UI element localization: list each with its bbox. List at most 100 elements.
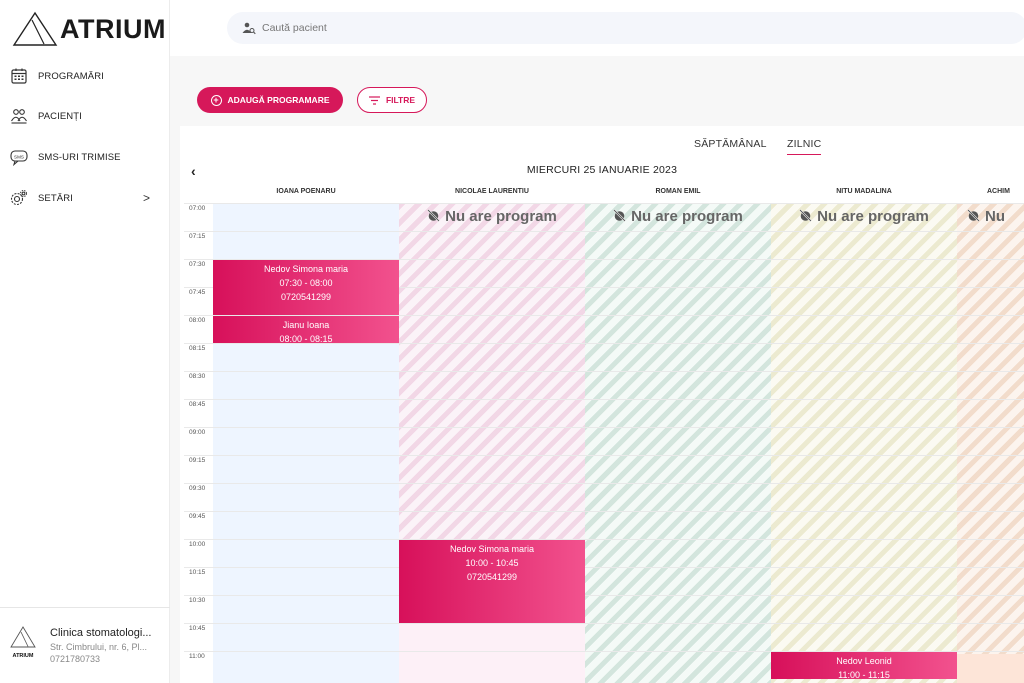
time-label: 08:00 (189, 317, 206, 324)
no-alarm-icon (613, 209, 626, 222)
no-program-label: Nu are program (817, 208, 929, 225)
time-row-line (184, 651, 1024, 652)
doctor-column-header: NICOLAE LAURENTIU (455, 188, 529, 195)
sidebar-item-setari[interactable]: SETĂRI > (10, 185, 160, 211)
time-row-line (184, 455, 1024, 456)
svg-text:SMS: SMS (14, 154, 24, 159)
filters-label: FILTRE (385, 95, 416, 105)
plus-circle-icon: + (210, 94, 222, 106)
no-program-label: Nu are program (445, 208, 557, 225)
filter-icon (368, 95, 380, 105)
clinic-info[interactable]: ATRIUM Clinica stomatologi... Str. Cimbr… (0, 607, 170, 683)
available-slot-block (957, 654, 1024, 683)
clinic-address: Str. Cimbrului, nr. 6, Pl... (50, 642, 148, 652)
search-bar[interactable] (227, 12, 1024, 44)
add-appointment-label: ADAUGĂ PROGRAMARE (227, 95, 330, 105)
time-label: 10:00 (189, 541, 206, 548)
sidebar-item-pacienti[interactable]: PACIENȚI (10, 103, 160, 129)
doctor-column-header: NITU MADALINA (836, 188, 892, 195)
time-row-line (184, 427, 1024, 428)
appointment-name: Jianu Ioana (282, 320, 330, 330)
search-patient-icon (242, 22, 256, 35)
time-row-line (184, 623, 1024, 624)
time-row-line (184, 371, 1024, 372)
no-program-notice: Nu are program (399, 208, 585, 225)
no-program-notice: Nu are program (771, 208, 957, 225)
calendar: SĂPTĂMÂNAL ZILNIC ‹ MIERCURI 25 IANUARIE… (180, 126, 1024, 683)
clinic-name: Clinica stomatologi... (50, 627, 152, 639)
sidebar-item-label: SETĂRI (38, 192, 73, 204)
time-label: 09:15 (189, 457, 206, 464)
brand-logo[interactable]: ATRIUM (12, 10, 166, 48)
time-label: 09:00 (189, 429, 206, 436)
time-row-line (184, 315, 1024, 316)
appointment-name: Nedov Simona maria (263, 264, 349, 274)
time-label: 07:45 (189, 289, 206, 296)
appointment-phone: 0720541299 (280, 292, 332, 302)
appointment-card[interactable]: Nedov Simona maria 10:00 - 10:45 072054129… (399, 540, 585, 623)
search-input[interactable] (262, 22, 662, 34)
time-label: 08:45 (189, 401, 206, 408)
time-label: 10:45 (189, 625, 206, 632)
clinic-logo-icon (10, 626, 36, 648)
chevron-right-icon: > (142, 191, 150, 205)
tab-daily[interactable]: ZILNIC (787, 138, 822, 155)
appointment-time: 07:30 - 08:00 (279, 278, 333, 288)
time-label: 09:45 (189, 513, 206, 520)
sidebar-item-sms[interactable]: SMS SMS-URI TRIMISE (10, 144, 160, 170)
sidebar-item-label: PROGRAMĂRI (38, 70, 104, 82)
doctor-column-header: ROMAN EMIL (655, 188, 701, 195)
appointment-name: Nedov Simona maria (449, 544, 535, 554)
appointment-name: Nedov Leonid (836, 656, 892, 666)
appointment-card[interactable]: Jianu Ioana 08:00 - 08:15 (213, 316, 399, 343)
time-row-line (184, 567, 1024, 568)
no-program-label: Nu are program (631, 208, 743, 225)
doctor-column-header: ACHIM (987, 188, 1010, 195)
time-row-line (184, 287, 1024, 288)
time-label: 08:15 (189, 345, 206, 352)
top-bar (170, 0, 1024, 56)
time-row-line (184, 343, 1024, 344)
main-content: + ADAUGĂ PROGRAMARE FILTRE SĂPTĂMÂNAL ZI… (170, 56, 1024, 683)
time-label: 07:30 (189, 261, 206, 268)
calendar-icon (10, 67, 28, 85)
available-slot-block (399, 624, 585, 683)
time-label: 10:30 (189, 597, 206, 604)
doctor-column[interactable]: Nu are program (585, 203, 771, 683)
brand-name: ATRIUM (60, 13, 166, 44)
time-label: 09:30 (189, 485, 206, 492)
time-label: 11:00 (189, 653, 205, 660)
doctor-column[interactable]: Nu (957, 203, 1024, 683)
clinic-phone: 0721780733 (50, 654, 101, 664)
clinic-logo: ATRIUM (8, 626, 38, 659)
no-program-notice: Nu (967, 208, 1005, 225)
sms-icon: SMS (10, 148, 28, 166)
add-appointment-button[interactable]: + ADAUGĂ PROGRAMARE (197, 87, 343, 113)
time-row-line (184, 203, 1024, 204)
tab-weekly[interactable]: SĂPTĂMÂNAL (694, 138, 767, 150)
appointment-phone: 0720541299 (466, 572, 518, 582)
sidebar: ATRIUM PROGRAMĂRI PACIENȚI SMS SMS-URI T… (0, 0, 170, 683)
time-row-line (184, 231, 1024, 232)
time-row-line (184, 399, 1024, 400)
time-row-line (184, 595, 1024, 596)
appointment-time: 11:00 - 11:15 (838, 670, 890, 679)
time-row-line (184, 483, 1024, 484)
doctor-column-header: IOANA POENARU (276, 188, 336, 195)
no-program-notice: Nu are program (585, 208, 771, 225)
filters-button[interactable]: FILTRE (357, 87, 427, 113)
appointment-time: 10:00 - 10:45 (465, 558, 519, 568)
time-label: 07:00 (189, 205, 206, 212)
logo-triangle-icon (12, 11, 58, 46)
sidebar-item-programari[interactable]: PROGRAMĂRI (10, 63, 160, 89)
appointment-card[interactable]: Nedov Simona maria 07:30 - 08:00 072054129… (213, 260, 399, 315)
time-label: 10:15 (189, 569, 206, 576)
appointment-card[interactable]: Nedov Leonid 11:00 - 11:15 (771, 652, 957, 679)
no-program-label: Nu (985, 208, 1005, 225)
patients-icon (10, 107, 28, 125)
settings-icon (10, 189, 28, 207)
doctor-column[interactable]: Nu are program (771, 203, 957, 683)
prev-day-chevron-icon[interactable]: ‹ (191, 163, 196, 179)
calendar-date-title: MIERCURI 25 IANUARIE 2023 (526, 164, 678, 176)
